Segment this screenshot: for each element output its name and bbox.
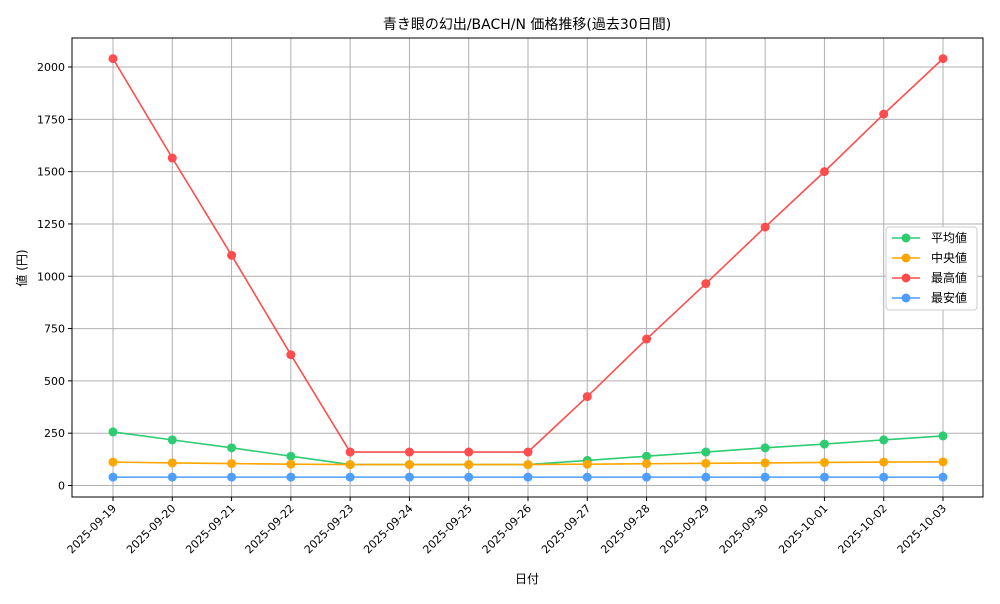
data-point [345,472,355,482]
data-point [523,460,533,470]
x-tick-label: 2025-09-27 [539,502,593,556]
data-point [286,459,296,469]
data-point [523,472,533,482]
data-point [701,279,711,289]
x-tick-label: 2025-09-22 [243,502,297,556]
data-point [227,250,237,260]
y-tick-label: 0 [58,480,65,493]
data-point [167,153,177,163]
data-point [464,447,474,457]
data-point [227,459,237,469]
data-point [108,427,118,437]
legend-marker [901,293,911,303]
legend-label: 中央値 [931,250,967,265]
y-tick-label: 1250 [37,218,65,231]
data-point [938,457,948,467]
data-point [701,472,711,482]
x-tick-label: 2025-09-20 [124,502,178,556]
x-tick-label: 2025-09-23 [302,502,356,556]
y-tick-label: 1000 [37,270,65,283]
legend-box [885,226,978,311]
legend-label: 平均値 [931,230,967,245]
data-point [108,472,118,482]
data-point [345,460,355,470]
data-point [286,472,296,482]
data-point [404,460,414,470]
data-point [701,447,711,457]
data-point [642,459,652,469]
data-point [879,109,889,119]
x-tick-label: 2025-09-26 [480,502,534,556]
data-point [701,458,711,468]
data-point [345,447,355,457]
data-point [464,460,474,470]
data-point [286,451,296,461]
y-tick-label: 500 [44,375,65,388]
x-tick-label: 2025-09-25 [420,502,474,556]
legend-marker [901,273,911,283]
data-point [582,392,592,402]
y-tick-label: 250 [44,427,65,440]
data-point [227,472,237,482]
data-point [760,222,770,232]
x-tick-label: 2025-10-02 [835,502,889,556]
data-point [523,447,533,457]
y-tick-label: 2000 [37,61,65,74]
data-point [819,472,829,482]
data-point [642,472,652,482]
data-point [879,457,889,467]
data-point [286,350,296,360]
series-1 [108,457,948,470]
data-point [879,472,889,482]
y-tick-label: 1750 [37,113,65,126]
data-point [879,435,889,445]
chart-title: 青き眼の幻出/BACH/N 価格推移(過去30日間) [383,17,671,33]
x-axis-label: 日付 [515,572,539,586]
data-point [760,458,770,468]
data-point [938,54,948,64]
data-point [108,54,118,64]
data-point [760,472,770,482]
x-tick-label: 2025-09-21 [183,502,237,556]
data-point [819,439,829,449]
legend-label: 最高値 [931,270,967,285]
data-point [819,457,829,467]
series-3 [108,472,948,482]
data-point [167,472,177,482]
legend-label: 最安値 [931,290,967,305]
x-tick-label: 2025-09-29 [658,502,712,556]
y-tick-label: 1500 [37,166,65,179]
x-tick-label: 2025-09-30 [717,502,771,556]
data-point [108,457,118,467]
x-tick-label: 2025-10-03 [895,502,949,556]
data-point [819,167,829,177]
data-point [404,447,414,457]
data-point [464,472,474,482]
data-point [582,472,592,482]
data-point [167,458,177,468]
data-point [938,472,948,482]
data-point [582,459,592,469]
series-2 [108,54,948,457]
data-point [167,435,177,445]
y-tick-label: 750 [44,323,65,336]
data-point [642,451,652,461]
legend-marker [901,253,911,263]
legend-marker [901,233,911,243]
x-tick-label: 2025-10-01 [776,502,830,556]
x-tick-label: 2025-09-24 [361,502,415,556]
x-tick-label: 2025-09-28 [598,502,652,556]
data-point [760,443,770,453]
data-point [938,431,948,441]
y-axis-label: 値 (円) [14,249,29,286]
data-point [642,334,652,344]
x-tick-label: 2025-09-19 [65,502,119,556]
data-point [404,472,414,482]
data-point [227,443,237,453]
